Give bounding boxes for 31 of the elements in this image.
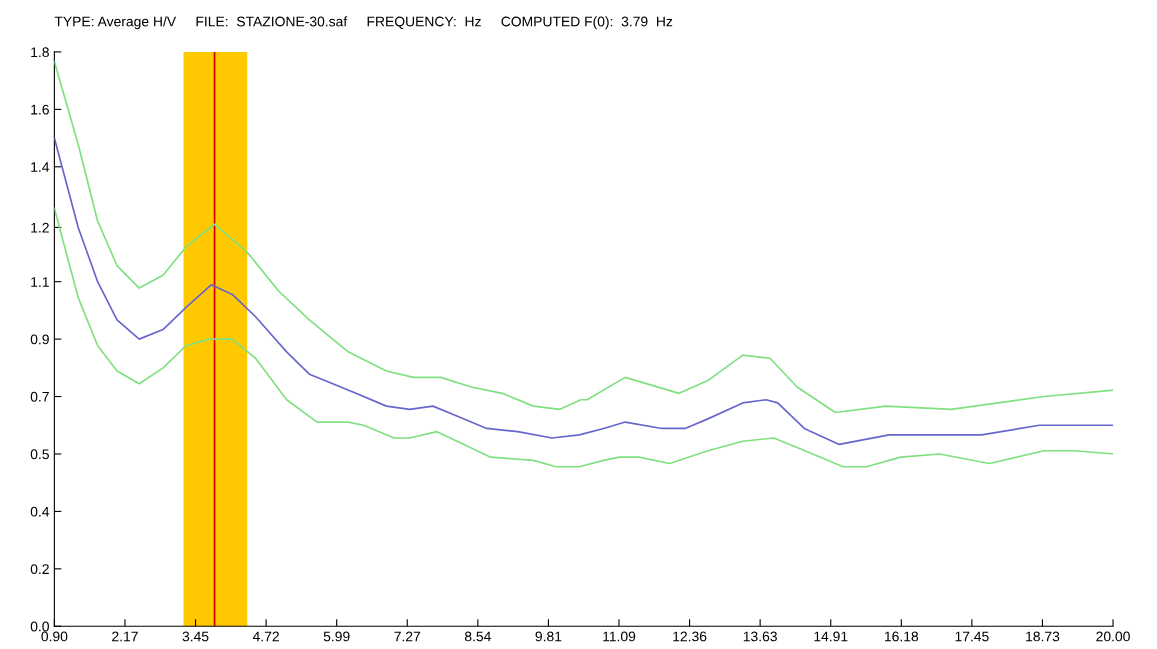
x-tick-label: 14.91 <box>814 631 848 642</box>
y-tick-label: 0.7 <box>30 391 49 402</box>
x-tick-label: 4.72 <box>252 631 279 642</box>
y-tick-label: 1.8 <box>31 47 49 58</box>
y-tick-label: 1.6 <box>31 104 49 115</box>
line-series <box>54 60 1114 414</box>
y-tick-label: 1.1 <box>31 277 49 287</box>
x-tick-label: 3.45 <box>182 631 209 642</box>
line-series <box>54 137 1114 446</box>
y-tick-label: 1.4 <box>31 162 50 172</box>
x-tick-label: 7.27 <box>394 631 421 642</box>
x-tick-label: 0.90 <box>41 631 68 642</box>
x-tick-label: 2.17 <box>112 631 138 642</box>
y-tick-label: 0.5 <box>30 449 49 460</box>
x-tick-label: 16.18 <box>884 631 919 642</box>
x-tick-label: 9.81 <box>535 631 562 642</box>
y-tick-label: 0.9 <box>30 334 49 345</box>
x-tick-label: 12.36 <box>673 631 707 642</box>
x-tick-label: 11.09 <box>603 631 636 642</box>
x-tick-label: 18.73 <box>1026 631 1060 642</box>
x-tick-label: 13.63 <box>743 631 777 642</box>
x-tick-label: 5.99 <box>323 631 350 642</box>
y-tick-label: 0.2 <box>30 564 49 575</box>
y-tick-label: 0.4 <box>30 506 50 517</box>
x-tick-label: 20.00 <box>1096 631 1130 642</box>
y-tick-label: 0.0 <box>30 621 49 632</box>
line-series <box>54 207 1114 468</box>
x-tick-label: 8.54 <box>464 631 491 642</box>
chart-title: TYPE: Average H/V FILE: STAZIONE-30.saf FREQUENCY: Hz COMPUTED F(0): 3.79 Hz <box>54 16 673 30</box>
y-tick-label: 1.2 <box>31 222 49 233</box>
x-tick-label: 17.45 <box>955 631 989 642</box>
